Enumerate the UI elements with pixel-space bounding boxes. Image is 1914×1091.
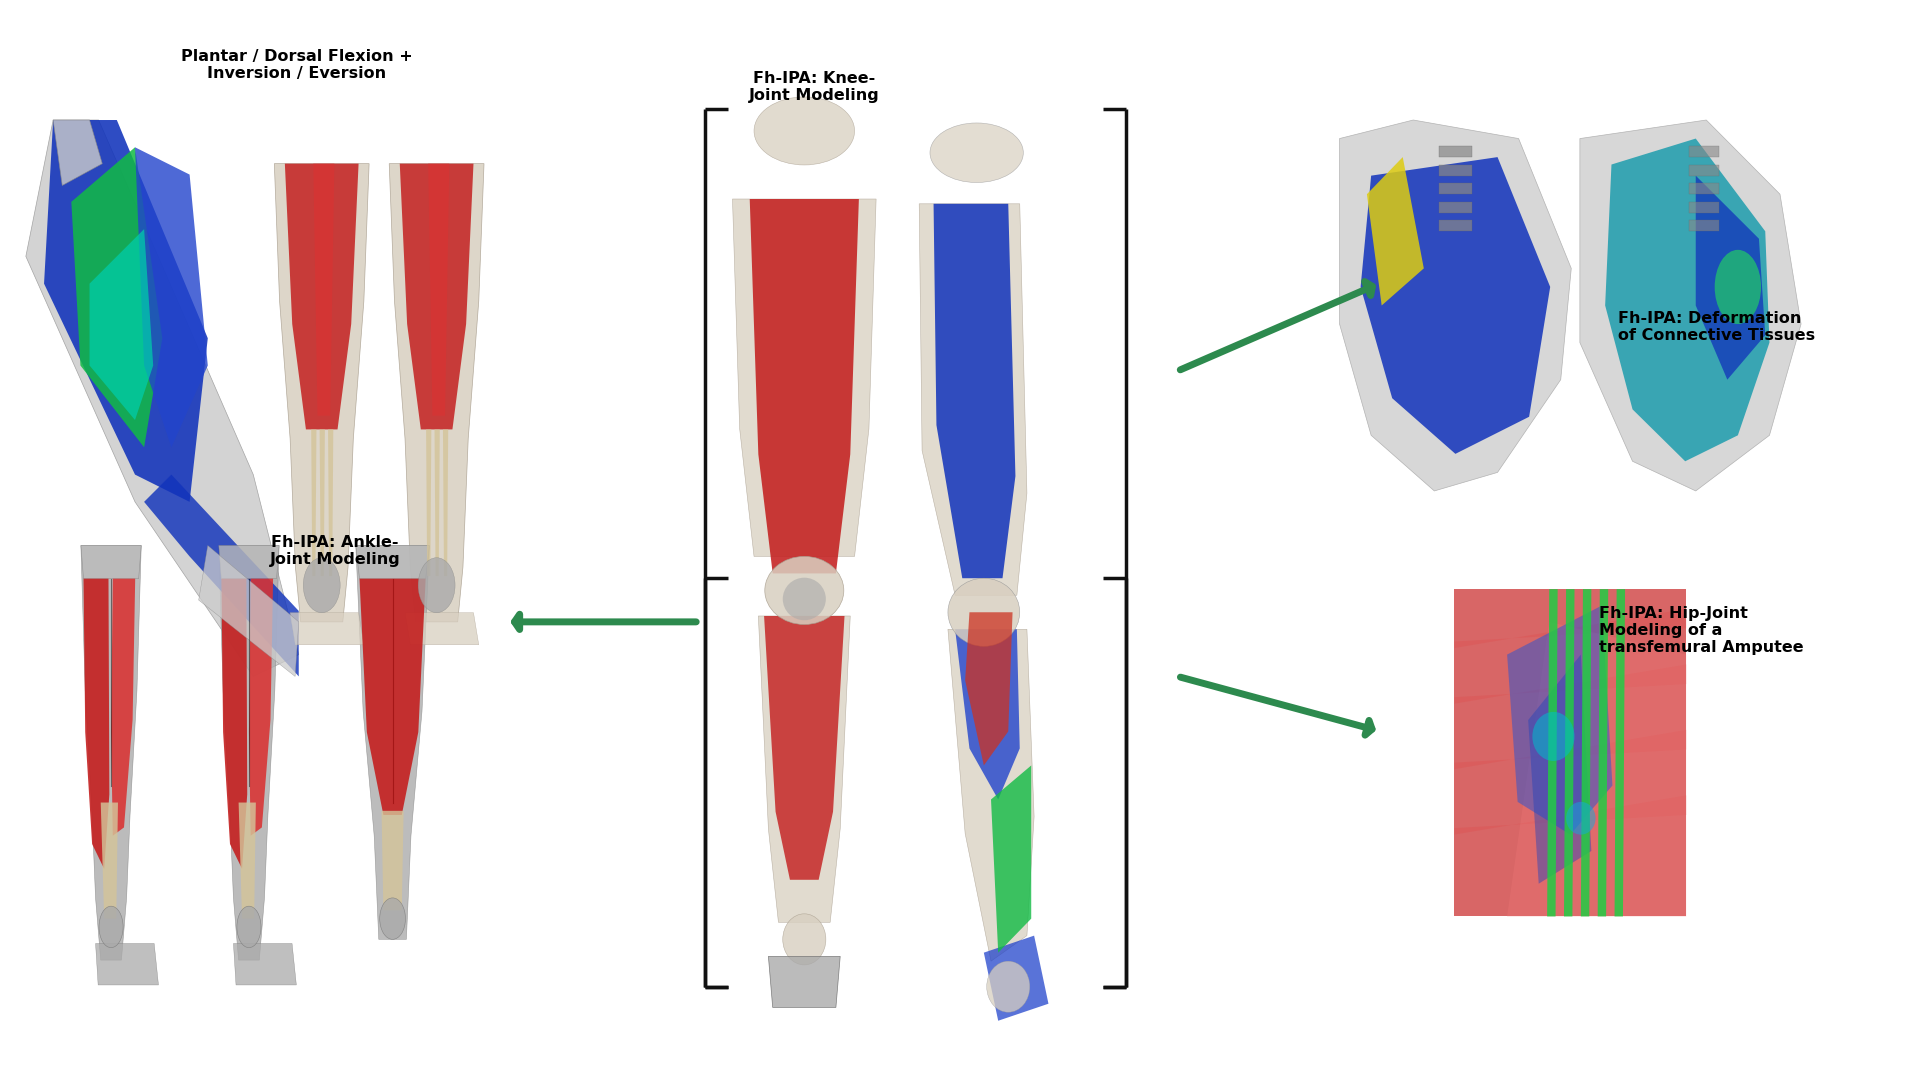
Polygon shape — [80, 546, 142, 960]
Polygon shape — [1506, 622, 1686, 916]
Polygon shape — [314, 164, 335, 416]
Bar — [1688, 165, 1719, 176]
Ellipse shape — [1531, 712, 1573, 762]
Polygon shape — [90, 229, 153, 420]
Polygon shape — [44, 120, 209, 502]
Text: Fh-IPA: Hip-Joint
Modeling of a
transfemural Amputee: Fh-IPA: Hip-Joint Modeling of a transfem… — [1598, 606, 1803, 656]
Bar — [1437, 202, 1472, 213]
Polygon shape — [434, 430, 440, 576]
Polygon shape — [111, 578, 136, 836]
Polygon shape — [360, 578, 425, 815]
Polygon shape — [327, 430, 333, 576]
Polygon shape — [1527, 655, 1591, 884]
Polygon shape — [1359, 157, 1550, 454]
Polygon shape — [1579, 120, 1801, 491]
Text: Plantar / Dorsal Flexion +
Inversion / Eversion: Plantar / Dorsal Flexion + Inversion / E… — [180, 49, 413, 82]
Polygon shape — [406, 613, 478, 645]
Polygon shape — [1455, 589, 1686, 916]
Polygon shape — [27, 120, 299, 676]
Ellipse shape — [930, 123, 1022, 182]
Polygon shape — [218, 546, 279, 960]
Polygon shape — [144, 475, 299, 676]
Ellipse shape — [237, 907, 260, 948]
Polygon shape — [965, 612, 1013, 766]
Polygon shape — [84, 578, 109, 868]
Polygon shape — [764, 616, 844, 879]
Polygon shape — [356, 546, 429, 939]
Ellipse shape — [783, 578, 825, 621]
Polygon shape — [1547, 589, 1556, 916]
Polygon shape — [919, 204, 1026, 596]
Polygon shape — [955, 630, 1018, 800]
Polygon shape — [1455, 730, 1686, 769]
Bar — [1437, 146, 1472, 157]
Ellipse shape — [302, 558, 341, 613]
Polygon shape — [427, 430, 431, 576]
Polygon shape — [991, 766, 1030, 952]
Ellipse shape — [417, 558, 456, 613]
Polygon shape — [1596, 589, 1608, 916]
Ellipse shape — [764, 556, 844, 624]
Ellipse shape — [379, 898, 406, 939]
Ellipse shape — [947, 578, 1020, 646]
Polygon shape — [389, 164, 484, 622]
Text: Fh-IPA: Knee-
Joint Modeling: Fh-IPA: Knee- Joint Modeling — [748, 71, 879, 104]
Bar — [1688, 183, 1719, 194]
Ellipse shape — [100, 907, 122, 948]
Ellipse shape — [1713, 250, 1761, 324]
Polygon shape — [234, 944, 297, 985]
Polygon shape — [320, 430, 325, 576]
Polygon shape — [222, 578, 247, 868]
Bar — [1688, 202, 1719, 213]
Polygon shape — [1340, 120, 1571, 491]
Polygon shape — [285, 164, 358, 430]
Polygon shape — [312, 430, 316, 576]
Polygon shape — [1579, 589, 1591, 916]
Ellipse shape — [754, 97, 854, 165]
Ellipse shape — [783, 914, 825, 964]
Polygon shape — [1604, 139, 1769, 461]
Polygon shape — [934, 204, 1014, 578]
Polygon shape — [1455, 795, 1686, 835]
Polygon shape — [400, 164, 473, 430]
Polygon shape — [758, 616, 850, 922]
Polygon shape — [239, 803, 256, 919]
Polygon shape — [71, 147, 163, 447]
Ellipse shape — [986, 961, 1030, 1012]
Polygon shape — [984, 936, 1049, 1021]
Ellipse shape — [1566, 802, 1594, 835]
Polygon shape — [381, 811, 404, 910]
Polygon shape — [429, 164, 450, 416]
Text: Fh-IPA: Deformation
of Connective Tissues: Fh-IPA: Deformation of Connective Tissue… — [1617, 311, 1814, 344]
Polygon shape — [1367, 157, 1424, 305]
Polygon shape — [1455, 609, 1686, 648]
Polygon shape — [134, 147, 209, 447]
Polygon shape — [249, 578, 274, 836]
Bar — [1688, 220, 1719, 231]
Polygon shape — [947, 630, 1034, 961]
Polygon shape — [101, 803, 119, 919]
Polygon shape — [54, 120, 101, 185]
Polygon shape — [1696, 176, 1765, 380]
Polygon shape — [733, 199, 877, 556]
Polygon shape — [1455, 664, 1686, 704]
Polygon shape — [1614, 589, 1625, 916]
Polygon shape — [218, 546, 279, 578]
Bar — [1437, 165, 1472, 176]
Polygon shape — [1506, 606, 1612, 835]
Polygon shape — [1564, 589, 1573, 916]
Polygon shape — [199, 546, 299, 676]
Polygon shape — [96, 944, 159, 985]
Bar — [1437, 183, 1472, 194]
Polygon shape — [291, 613, 364, 645]
Polygon shape — [274, 164, 369, 622]
Polygon shape — [768, 957, 840, 1007]
Polygon shape — [442, 430, 448, 576]
Text: Fh-IPA: Ankle-
Joint Modeling: Fh-IPA: Ankle- Joint Modeling — [270, 535, 400, 567]
Polygon shape — [750, 199, 859, 574]
Polygon shape — [356, 546, 429, 578]
Bar — [1688, 146, 1719, 157]
Polygon shape — [80, 546, 142, 578]
Bar — [1437, 220, 1472, 231]
